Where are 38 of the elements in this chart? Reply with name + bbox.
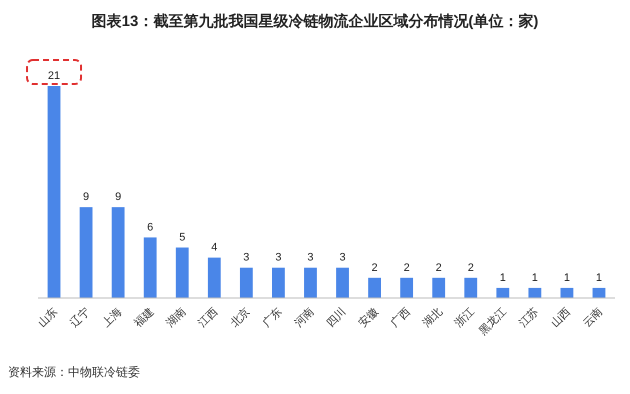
- data-label: 1: [596, 272, 602, 284]
- data-label: 4: [211, 242, 218, 254]
- data-label: 3: [307, 252, 314, 264]
- data-label: 9: [83, 191, 90, 204]
- x-tick-label: 辽宁: [67, 304, 92, 330]
- x-tick-label: 安徽: [356, 304, 381, 330]
- data-label: 3: [275, 252, 282, 264]
- x-tick-label: 广东: [260, 304, 285, 330]
- data-label: 2: [468, 262, 474, 274]
- x-tick-label: 上海: [100, 304, 124, 330]
- x-tick-label: 云南: [580, 304, 606, 330]
- x-tick-label: 北京: [228, 304, 252, 330]
- x-tick-label: 湖北: [420, 304, 445, 330]
- data-label: 3: [243, 252, 250, 264]
- x-tick-label: 山东: [35, 304, 60, 330]
- data-label: 1: [564, 272, 570, 284]
- x-tick-label: 黑龙江: [476, 304, 509, 338]
- data-label: 2: [404, 262, 410, 274]
- x-tick-label: 广西: [388, 304, 413, 330]
- data-label: 3: [339, 252, 346, 264]
- x-tick-label: 福建: [132, 304, 156, 330]
- data-label: 2: [436, 262, 442, 274]
- x-tick-label: 河南: [292, 304, 317, 330]
- data-label: 9: [115, 191, 122, 204]
- x-tick-label: 江西: [196, 306, 220, 330]
- text: 资料来源：中物联冷链委: [8, 365, 140, 379]
- x-tick-label: 湖南: [164, 304, 188, 330]
- data-label: 21: [48, 70, 60, 82]
- data-label: 6: [147, 221, 154, 234]
- data-label: 1: [532, 272, 538, 284]
- data-label: 5: [179, 232, 186, 244]
- data-label: 1: [500, 272, 506, 284]
- x-tick-label: 四川: [324, 304, 349, 330]
- data-label: 2: [372, 262, 378, 274]
- x-tick-label: 浙江: [452, 304, 477, 330]
- chart-title: 图表13：截至第九批我国星级冷链物流企业区域分布情况(单位：家): [92, 12, 538, 30]
- x-tick-label: 山西: [548, 304, 574, 330]
- x-tick-label: 江苏: [516, 304, 541, 330]
